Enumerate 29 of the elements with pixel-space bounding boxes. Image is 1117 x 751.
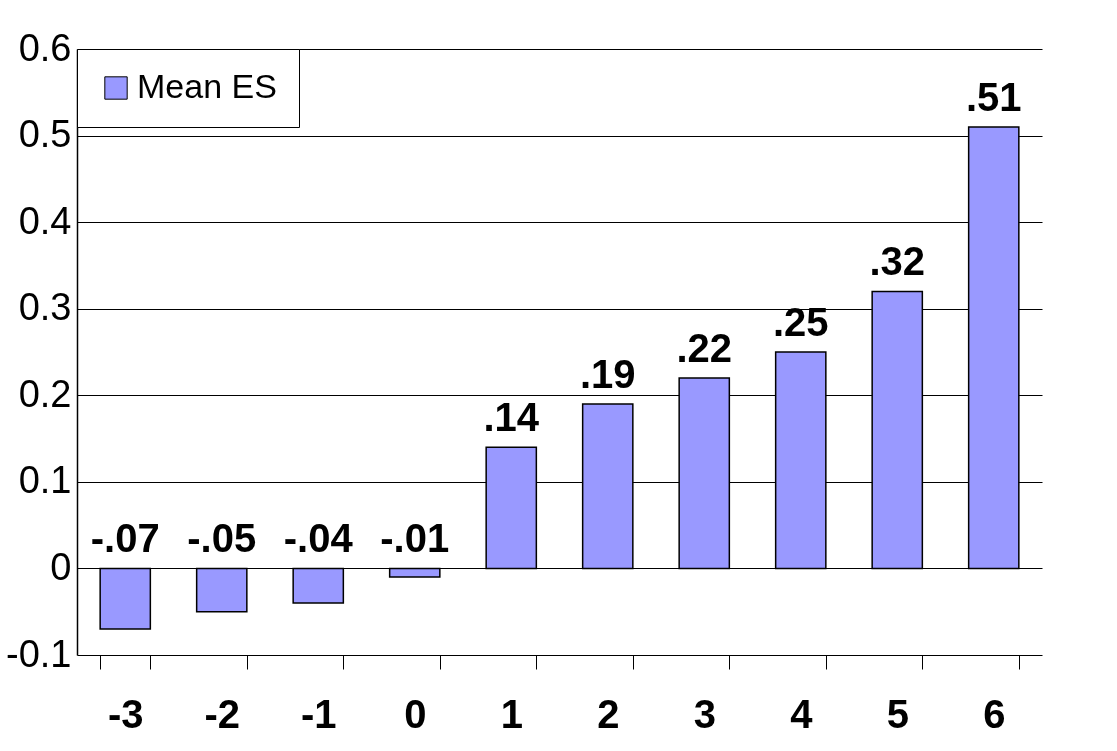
data-label: .32 [869,239,926,284]
y-tick-label: 0.4 [18,199,72,242]
x-tick-label: 4 [790,691,814,736]
data-label: .19 [579,351,636,396]
x-tick-label: 6 [983,691,1006,736]
data-label: -.05 [187,516,257,561]
x-tick-label: 2 [597,691,620,736]
x-tick-label: -2 [204,691,241,736]
data-label: .25 [772,300,829,344]
y-tick-label: 0.5 [18,113,72,156]
data-label: -.04 [283,516,354,561]
x-tick-label: 1 [500,691,523,736]
x-tick-label: 5 [886,691,909,736]
y-tick-label: 0.1 [18,459,72,502]
y-tick-label: -0.1 [6,632,72,675]
data-label: .14 [483,395,540,440]
legend-label: Mean ES [137,67,277,105]
data-label: .22 [676,325,733,370]
x-tick-label: -1 [300,691,337,736]
y-tick-label: 0.3 [18,286,72,329]
data-label: .51 [965,74,1022,119]
y-tick-label: 0 [50,545,72,588]
y-tick-label: 0.6 [18,26,72,69]
x-tick-label: -3 [107,691,144,736]
x-tick-label: 0 [404,691,427,736]
data-label: -.01 [380,516,450,561]
data-label: -.07 [90,516,160,561]
x-tick-label: 3 [693,691,716,736]
y-tick-label: 0.2 [18,372,72,415]
